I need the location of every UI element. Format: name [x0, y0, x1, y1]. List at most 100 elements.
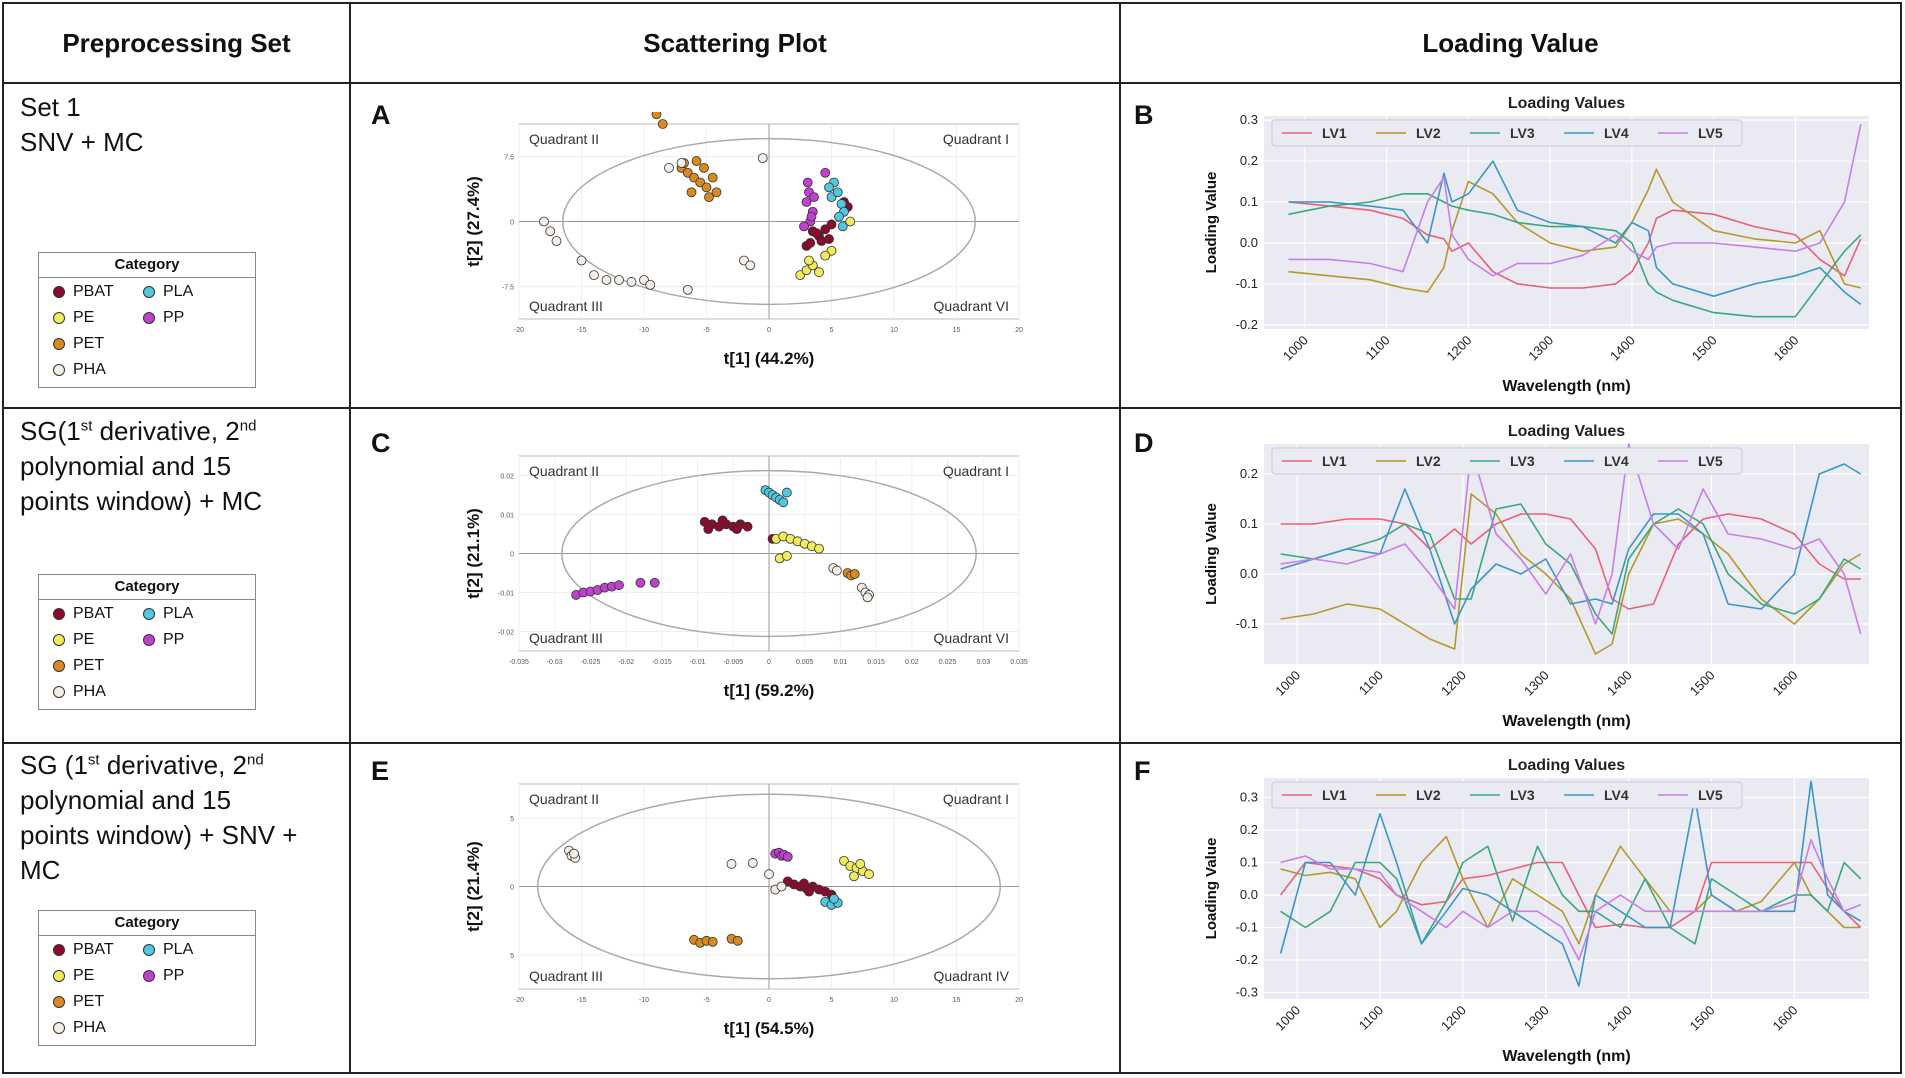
legend-marker: [143, 944, 155, 956]
legend-label-lv4: LV4: [1604, 125, 1629, 141]
scatter-point-pha: [682, 284, 693, 295]
scatter-point-pp: [782, 851, 793, 862]
confidence-ellipse: [561, 469, 977, 638]
scatter-point-pbat: [703, 524, 714, 535]
y-tick-label: 5: [510, 953, 514, 960]
quadrant-1-label: Quadrant I: [943, 131, 1009, 147]
plot-area: [1264, 444, 1869, 664]
x-tick-label: 5: [830, 997, 834, 1004]
legend-item-pp: PP: [143, 967, 184, 985]
y-tick-label: 0.1: [1240, 194, 1258, 209]
legend-label-lv3: LV3: [1510, 787, 1535, 803]
y-tick-label: 7.5: [504, 155, 514, 162]
legend-marker: [143, 970, 155, 982]
scatter-point-pet: [651, 112, 662, 120]
legend-label: PET: [73, 335, 105, 352]
row-divider: [4, 407, 1900, 409]
scatter-point-pe: [864, 869, 874, 880]
panel-letter-c: C: [371, 428, 391, 458]
set-2-label: SG(1st derivative, 2nd polynomial and 15…: [20, 414, 262, 519]
legend-item-pha: PHA: [53, 361, 106, 379]
category-legend: Category PBAT PLA PE PP PET PHA: [38, 910, 256, 1046]
scatter-point-pe: [814, 267, 824, 278]
x-tick-label: -0.02: [618, 659, 634, 666]
scatter-point-pe: [804, 255, 814, 266]
x-tick-label: 1400: [1607, 333, 1638, 364]
scatter-point-pha: [862, 592, 873, 603]
x-tick-label: 1200: [1443, 333, 1474, 364]
legend-label: PET: [73, 993, 105, 1010]
legend-marker: [53, 660, 65, 672]
x-tick-label: 0: [767, 997, 771, 1004]
scatter-point-pha: [645, 279, 656, 290]
scatter-point-pet: [657, 119, 668, 129]
legend-item-pla: PLA: [143, 941, 193, 959]
legend-label: PHA: [73, 1019, 106, 1036]
quadrant-3-label: Quadrant III: [529, 968, 603, 984]
series-line-lv1: [1288, 201, 1862, 289]
x-tick-label: 1300: [1525, 333, 1556, 364]
x-tick-label: 20: [1015, 327, 1023, 334]
scatter-point-pet: [701, 182, 712, 193]
legend-label: PLA: [163, 605, 194, 622]
x-tick-label: -0.025: [580, 659, 600, 666]
y-tick-label: -0.01: [498, 591, 514, 598]
x-tick-label: -0.005: [723, 659, 743, 666]
y-tick-label: 0.02: [500, 474, 514, 481]
x-tick-label: 5: [830, 327, 834, 334]
legend-label: PET: [73, 657, 105, 674]
set-line: SNV + MC: [20, 127, 144, 157]
scatter-plot-e: -20 -15 -10 -5 0 5 10 15 20 5 0 5 Quadrant I Quadrant…: [464, 783, 1023, 1038]
series-line-lv1: [1280, 513, 1861, 610]
x-tick-label: 15: [953, 997, 961, 1004]
legend-marker: [53, 338, 65, 350]
legend-label: PBAT: [73, 283, 114, 300]
legend-label: PBAT: [73, 941, 114, 958]
row-divider: [4, 82, 1900, 84]
legend-marker: [53, 996, 65, 1008]
x-tick-label: 0.005: [796, 659, 814, 666]
header-preprocessing-set: Preprocessing Set: [62, 27, 291, 58]
y-tick-label: -0.1: [1236, 276, 1258, 291]
y-tick-label: 0: [510, 220, 514, 227]
x-tick-label: 1600: [1769, 668, 1800, 699]
scatter-point-pla: [824, 182, 834, 193]
panel-letter-e: E: [371, 756, 390, 786]
set-line: polynomial and 15: [20, 451, 232, 481]
y-axis-label: Loading Value: [1203, 838, 1220, 940]
legend-item-pet: PET: [53, 335, 104, 353]
scatter-point-pet: [699, 162, 709, 173]
x-tick-label: 1300: [1521, 668, 1552, 699]
set-line: polynomial and 15: [20, 785, 232, 815]
set-line: points window) + MC: [20, 486, 263, 516]
y-axis-label: Loading Value: [1203, 503, 1220, 605]
x-tick-label: -15: [576, 997, 586, 1004]
legend-label-lv5: LV5: [1698, 787, 1723, 803]
x-tick-label: 15: [953, 327, 961, 334]
y-tick-label: 0.1: [1240, 516, 1258, 531]
legend-label-lv4: LV4: [1604, 453, 1629, 469]
column-divider: [349, 4, 351, 1072]
chart-title: Loading Values: [1508, 757, 1625, 774]
series-line-lv4: [1280, 463, 1862, 625]
category-legend: Category PBAT PLA PE PP PET PHA: [38, 252, 256, 388]
scatter-point-pet: [707, 172, 718, 183]
legend-marker: [143, 634, 155, 646]
panel-letter-a: A: [371, 100, 391, 130]
legend-label-lv1: LV1: [1322, 125, 1347, 141]
legend-item-pe: PE: [53, 967, 94, 985]
scatter-point-pet: [686, 187, 697, 198]
legend-marker: [143, 286, 155, 298]
x-tick-label: 0.03: [976, 659, 990, 666]
legend-item-pla: PLA: [143, 605, 193, 623]
legend-label-lv5: LV5: [1698, 453, 1723, 469]
x-tick-label: 1200: [1438, 1003, 1469, 1034]
scatter-point-pet: [711, 187, 722, 198]
scatter-point-pla: [778, 497, 789, 508]
y-tick-label: 0.0: [1240, 235, 1258, 250]
loading-values-chart-d: Loading Values 1000 1100 1200 1300 1400 1500 16…: [1203, 423, 1869, 730]
series-line-lv4: [1288, 160, 1862, 306]
y-axis-label: t[2] (21.1%): [464, 508, 483, 599]
scatter-point-pha: [576, 255, 587, 266]
quadrant-4-label: Quadrant VI: [934, 630, 1010, 646]
